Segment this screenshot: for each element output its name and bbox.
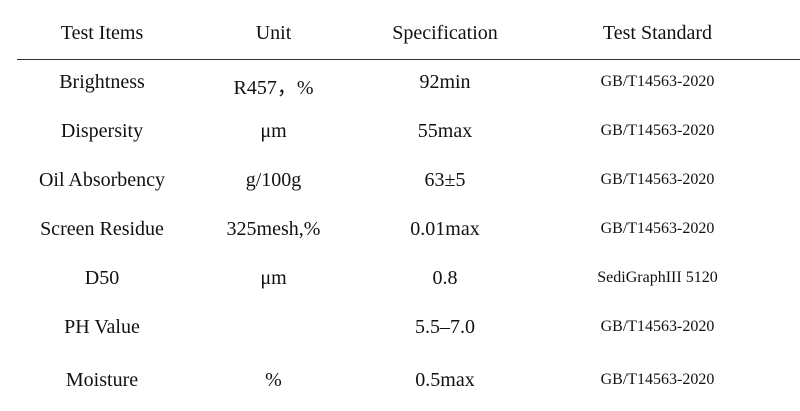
cell-specification: 0.8 — [432, 267, 458, 289]
table-row: Screen Residue 325mesh,% 0.01max GB/T145… — [17, 207, 800, 256]
cell-unit: μm — [260, 120, 287, 142]
cell-specification: 92min — [419, 71, 471, 93]
specification-table: Test Items Unit Specification Test Stand… — [17, 0, 800, 411]
cell-test-standard: GB/T14563-2020 — [600, 220, 715, 237]
header-specification: Specification — [392, 21, 498, 44]
cell-unit: μm — [260, 267, 287, 289]
table-row: D50 μm 0.8 SediGraphIII 5120 — [17, 256, 800, 305]
cell-test-item: Moisture — [65, 369, 139, 391]
cell-unit: % — [265, 369, 282, 391]
table-row: Moisture % 0.5max GB/T14563-2020 — [17, 354, 800, 411]
cell-unit: R457，% — [233, 77, 314, 99]
header-unit: Unit — [255, 21, 292, 44]
cell-unit: 325mesh,% — [226, 218, 321, 240]
cell-specification: 5.5–7.0 — [415, 316, 475, 338]
cell-test-item: Oil Absorbency — [38, 169, 166, 191]
cell-test-standard: GB/T14563-2020 — [600, 371, 715, 388]
cell-test-standard: SediGraphIII 5120 — [597, 269, 718, 286]
cell-test-standard: GB/T14563-2020 — [600, 318, 715, 335]
cell-specification: 0.01max — [410, 218, 480, 240]
cell-test-standard: GB/T14563-2020 — [600, 73, 715, 90]
cell-unit: g/100g — [245, 169, 302, 191]
cell-specification: 63±5 — [424, 169, 466, 191]
cell-test-item: D50 — [84, 267, 120, 289]
cell-specification: 0.5max — [415, 369, 475, 391]
header-divider — [17, 59, 800, 60]
cell-test-item: PH Value — [64, 316, 140, 338]
cell-test-item: Brightness — [59, 71, 145, 93]
table-row: PH Value 5.5–7.0 GB/T14563-2020 — [17, 305, 800, 354]
table-row: Oil Absorbency g/100g 63±5 GB/T14563-202… — [17, 158, 800, 207]
header-test-standard: Test Standard — [602, 21, 713, 44]
header-test-items: Test Items — [60, 21, 144, 44]
table-header-row: Test Items Unit Specification Test Stand… — [17, 0, 800, 60]
table-row: Dispersity μm 55max GB/T14563-2020 — [17, 109, 800, 158]
cell-specification: 55max — [417, 120, 473, 142]
cell-test-standard: GB/T14563-2020 — [600, 122, 715, 139]
cell-unit — [187, 305, 360, 354]
cell-test-standard: GB/T14563-2020 — [600, 171, 715, 188]
cell-test-item: Dispersity — [60, 120, 144, 142]
table-row: Brightness R457，% 92min GB/T14563-2020 — [17, 60, 800, 109]
cell-test-item: Screen Residue — [40, 218, 164, 240]
